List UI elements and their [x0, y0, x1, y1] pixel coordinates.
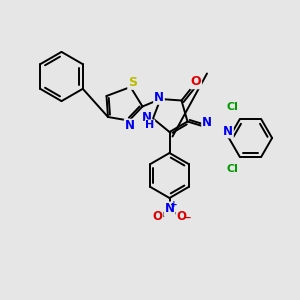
Text: O: O — [176, 210, 187, 224]
Text: N: N — [141, 111, 152, 124]
Text: +: + — [170, 200, 178, 209]
Text: O: O — [190, 75, 201, 88]
Text: N: N — [164, 202, 175, 215]
Text: O: O — [152, 210, 163, 224]
Text: N: N — [202, 116, 212, 129]
Text: N: N — [223, 124, 233, 138]
Text: −: − — [183, 213, 192, 223]
Text: N: N — [154, 91, 164, 104]
Text: N: N — [124, 119, 135, 133]
Text: H: H — [146, 120, 154, 130]
Text: Cl: Cl — [226, 102, 238, 112]
Text: S: S — [128, 76, 137, 89]
Text: Cl: Cl — [226, 164, 238, 174]
